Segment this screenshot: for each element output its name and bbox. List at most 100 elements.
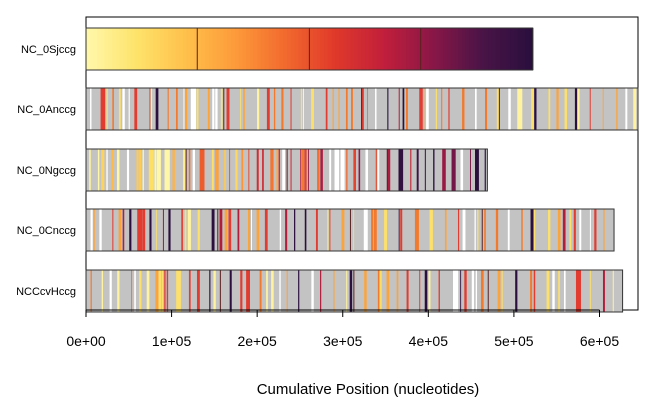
track-label: NC_0Sjccg [21,44,76,56]
track-band [552,270,555,312]
track-band [338,88,340,130]
track-segment [234,28,240,70]
track-segment [246,28,251,70]
track-band [558,270,560,312]
track-band [136,149,139,191]
track-segment [435,28,441,70]
track-band [533,270,536,312]
track-segment [197,28,202,70]
track-label: NCCcvHccg [16,286,76,298]
track-band [375,88,377,130]
track-band [211,209,215,251]
track-segment [394,28,400,70]
track-segment [350,28,355,70]
track-band [279,209,282,251]
track-band [122,88,125,130]
track-band [589,209,591,251]
track-band [149,88,151,130]
track-segment [421,28,426,70]
track-band [557,209,561,251]
track-band [562,209,566,251]
track-segment [86,28,91,70]
track-band [116,149,120,191]
track-band [271,270,274,312]
track-band [99,209,102,251]
track-segment [167,28,173,70]
track-segment [223,28,229,70]
track-segment [417,28,422,70]
track-segment [126,28,132,70]
track-band [496,88,500,130]
track-band [184,88,188,130]
track-band [633,88,637,130]
track-band [209,270,211,312]
track-segment [272,28,277,70]
track-segment [514,28,519,70]
x-axis-label: Cumulative Position (nucleotides) [257,381,480,398]
track-band [290,149,292,191]
track-segment [409,28,415,70]
track-segment [383,28,389,70]
track-band [569,209,572,251]
track-segment [141,28,147,70]
track-label: NC_0Ngccg [17,165,76,177]
track-segment [138,28,143,70]
track-band [594,209,597,251]
track-band [564,88,567,130]
track-band [183,88,185,130]
track-band [448,88,450,130]
track-band [457,209,460,251]
track-band [327,209,329,251]
track-band [106,88,108,130]
track-band [214,149,219,191]
track-band [419,270,421,312]
track-band [235,149,238,191]
track-band [371,209,374,251]
track-band [451,149,456,191]
track-segment [391,28,396,70]
track-band [154,149,157,191]
track-band [300,149,302,191]
track-band [166,270,169,312]
track-band [89,149,91,191]
track-band [325,88,328,130]
track-band [480,270,484,312]
track-segment [495,28,500,70]
track-band [320,270,322,312]
track-segment [130,28,135,70]
track-segment [432,28,437,70]
track-segment [361,28,366,70]
track-band [548,88,551,130]
track-segment [324,28,329,70]
track-band [122,209,125,251]
track-band [256,149,259,191]
track-segment [331,28,337,70]
track-band [111,149,114,191]
track-band [156,209,157,251]
track-band [109,270,112,312]
track-segment [521,28,526,70]
track-band [616,88,618,130]
track-band [603,209,605,251]
track-outline [85,27,534,71]
track-segment [134,28,139,70]
track-band [224,149,226,191]
track-band [577,88,580,130]
track-band [602,270,605,312]
track-band [384,209,387,251]
track-segment [115,28,121,70]
track-segment [357,28,363,70]
track-band [106,149,108,191]
track-segment [275,28,281,70]
track-band [579,209,582,251]
track-band [438,270,440,312]
track-band [220,88,223,130]
track-band [507,209,510,251]
track-segment [480,28,485,70]
track-band [90,270,92,312]
track-outline [85,269,624,313]
track-band [134,88,138,130]
track-band [379,270,382,312]
track-band [213,270,216,312]
track-segment [406,28,411,70]
